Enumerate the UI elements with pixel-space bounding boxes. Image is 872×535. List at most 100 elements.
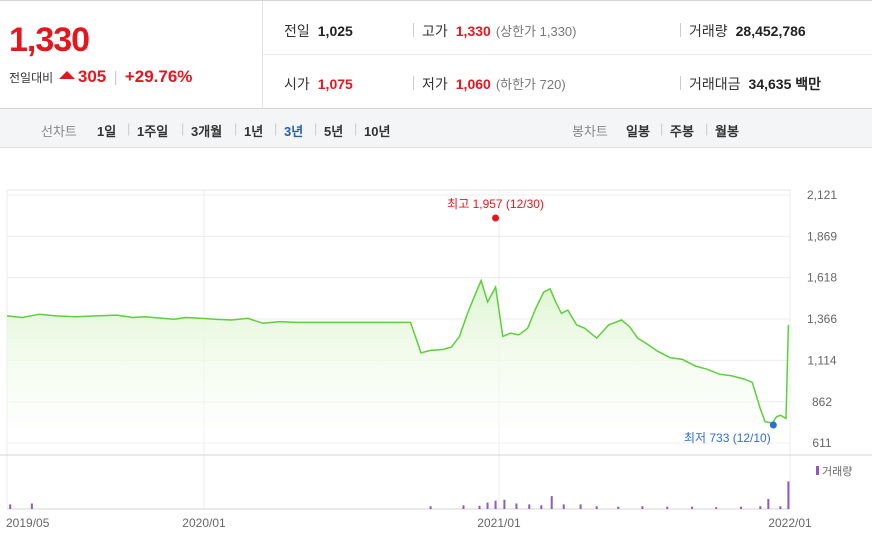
y-tick-label: 1,366 <box>807 312 837 326</box>
price-box: 1,330 전일대비 305 | +29.76% <box>0 1 263 108</box>
volume-legend-swatch <box>816 466 819 475</box>
volume-bar <box>617 506 620 509</box>
divider <box>413 23 414 37</box>
open-label: 시가 <box>284 76 310 92</box>
divider <box>680 23 681 37</box>
tab-divider: | <box>660 121 664 136</box>
divider <box>680 76 681 90</box>
tab-divider: | <box>314 121 318 136</box>
volume-bar <box>779 506 782 509</box>
volume-bar <box>478 505 481 509</box>
volume-legend-label: 거래량 <box>822 465 852 478</box>
price-line <box>6 278 790 424</box>
y-tick-label: 1,114 <box>807 353 836 367</box>
trade-value: 거래대금 34,635 백만 <box>689 74 821 94</box>
chart-tabs: 선차트 1일 | 1주일 | 3개월 | 1년 | 3년 | 5년 | 10년 … <box>0 109 872 148</box>
tab-1d[interactable]: 1일 <box>97 124 117 139</box>
y-tick-label: 1,869 <box>807 229 837 243</box>
candle-chart-label: 봉차트 <box>572 124 608 139</box>
x-tick-label: 2021/01 <box>477 516 521 530</box>
low-value: 1,060 <box>455 76 491 92</box>
volume-chart <box>9 466 819 509</box>
volume-bar <box>641 506 644 509</box>
price-area <box>6 214 790 443</box>
tab-1w[interactable]: 1주일 <box>137 124 169 139</box>
open-price: 시가 1,075 <box>284 74 353 94</box>
line-chart-label: 선차트 <box>41 124 77 139</box>
tab-1y[interactable]: 1년 <box>244 124 264 139</box>
change-label: 전일대비 <box>9 71 54 85</box>
x-tick-label: 2020/01 <box>182 516 226 530</box>
volume-bar <box>759 506 762 509</box>
low-annotation: 최저 733 (12/10) <box>684 431 771 445</box>
low-label: 저가 <box>422 76 448 92</box>
high-label: 고가 <box>422 23 448 39</box>
volume-bar <box>515 503 518 509</box>
high-marker <box>492 214 500 222</box>
prev-close: 전일 1,025 <box>284 21 353 41</box>
volume-bar <box>462 505 465 509</box>
divider <box>413 76 414 90</box>
current-price: 1,330 <box>9 21 90 59</box>
change-summary: 전일대비 305 | +29.76% <box>9 67 192 87</box>
volume-bar <box>579 504 582 509</box>
tab-divider: | <box>274 121 278 136</box>
high-value: 1,330 <box>455 23 491 39</box>
volume-bar <box>562 504 565 509</box>
tab-daily[interactable]: 일봉 <box>626 124 650 139</box>
volume-bar <box>494 500 497 509</box>
volume-bar <box>550 496 553 509</box>
volume-bar <box>787 481 790 509</box>
tab-divider: | <box>354 121 358 136</box>
prev-close-value: 1,025 <box>317 23 353 39</box>
tab-divider: | <box>705 121 709 136</box>
y-tick-label: 1,618 <box>807 271 837 285</box>
x-tick-label: 2019/05 <box>6 516 50 530</box>
tab-monthly[interactable]: 월봉 <box>715 124 739 139</box>
volume-bar <box>767 498 770 509</box>
volume-bar <box>666 506 669 509</box>
tab-divider: | <box>234 121 238 136</box>
high-annotation: 최고 1,957 (12/30) <box>447 197 544 211</box>
lower-limit: (하한가 720) <box>495 77 566 92</box>
tab-5y[interactable]: 5년 <box>324 124 344 139</box>
up-arrow-icon <box>58 71 75 79</box>
open-value: 1,075 <box>317 76 353 92</box>
volume-bar <box>540 505 543 509</box>
x-tick-label: 2022/01 <box>768 516 812 530</box>
volume-bar <box>30 503 33 509</box>
axis-labels: 2,121 1,869 1,618 1,366 1,114 862 611 2019/05 20… <box>6 188 852 530</box>
prev-close-label: 전일 <box>284 23 310 39</box>
tab-3m[interactable]: 3개월 <box>191 124 223 139</box>
volume-label: 거래량 <box>689 23 728 39</box>
change-amount: 305 <box>77 67 107 86</box>
volume-bar <box>595 506 598 509</box>
tab-10y[interactable]: 10년 <box>364 124 391 139</box>
low-marker <box>769 421 777 429</box>
volume-bar <box>691 506 694 509</box>
change-percent: +29.76% <box>124 67 193 86</box>
volume-bar <box>9 504 12 509</box>
trade-value-value: 34,635 백만 <box>748 76 822 92</box>
volume-bar <box>715 507 718 509</box>
row-divider <box>263 54 872 55</box>
volume-bar <box>528 504 531 509</box>
high-price: 고가 1,330 (상한가 1,330) <box>422 21 577 41</box>
volume-value: 28,452,786 <box>735 23 806 39</box>
volume-bar <box>503 499 506 509</box>
volume: 거래량 28,452,786 <box>689 21 806 41</box>
volume-bar <box>740 506 743 509</box>
volume-bar <box>486 502 489 509</box>
y-tick-label: 862 <box>812 395 832 409</box>
y-tick-label: 611 <box>812 436 831 450</box>
tab-3y[interactable]: 3년 <box>284 124 304 139</box>
tab-divider: | <box>181 121 185 136</box>
volume-bar <box>429 506 432 509</box>
quote-panel: 1,330 전일대비 305 | +29.76% 전일 1,025 고가 1,330… <box>0 0 872 109</box>
tab-weekly[interactable]: 주봉 <box>670 124 694 139</box>
price-area-fill <box>7 280 789 443</box>
change-separator: | <box>113 69 118 86</box>
tab-divider: | <box>127 121 131 136</box>
low-price: 저가 1,060 (하한가 720) <box>422 74 566 94</box>
